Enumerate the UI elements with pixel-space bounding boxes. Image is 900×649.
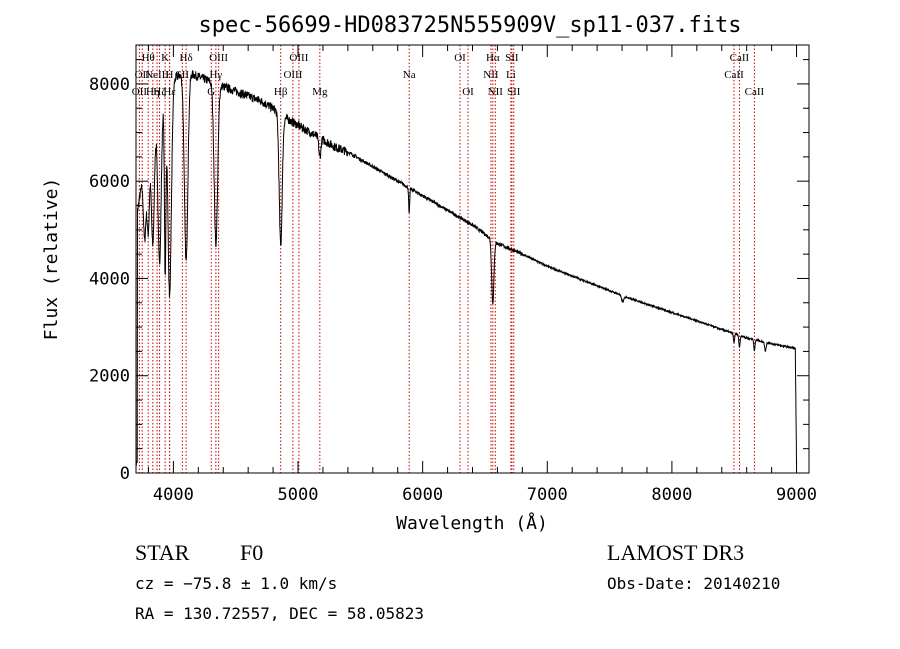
x-tick-label-9000: 9000 (776, 485, 817, 505)
marker-label-23: NII (488, 86, 504, 98)
marker-label-14: Hβ (274, 86, 288, 98)
y-tick-label-2000: 2000 (89, 367, 130, 387)
y-axis: 0 2000 4000 6000 8000 (89, 59, 809, 484)
marker-label-29: CaII (745, 86, 765, 98)
marker-label-7: H (166, 69, 174, 81)
marker-label-4: NeIII (145, 69, 169, 81)
x-axis-label: Wavelength (Å) (396, 512, 548, 534)
x-axis: 4000 5000 6000 7000 8000 9000 (147, 45, 817, 505)
marker-label-16: OIII (289, 52, 308, 64)
marker-labels-layer: OIIOIIHθHηNeIIIHζKHHεSIIHδGHγOIIIHβOIIIO… (132, 52, 765, 98)
y-tick-label-6000: 6000 (89, 172, 130, 192)
marker-label-28: CaII (730, 52, 750, 64)
marker-label-19: OI (454, 52, 466, 64)
marker-label-21: NII (483, 69, 499, 81)
marker-label-1: OII (135, 69, 151, 81)
x-tick-label-8000: 8000 (651, 485, 692, 505)
marker-label-27: CaII (724, 69, 744, 81)
x-tick-label-6000: 6000 (402, 485, 443, 505)
spectrum-line (135, 70, 797, 467)
marker-label-22: Hα (486, 52, 500, 64)
subclass: F0 (240, 540, 263, 565)
object-class: STAR (135, 540, 190, 565)
coordinates: RA = 130.72557, DEC = 58.05823 (135, 604, 424, 623)
marker-label-6: K (161, 52, 169, 64)
marker-label-18: Na (403, 69, 416, 81)
redshift-cz: cz = −75.8 ± 1.0 km/s (135, 574, 337, 593)
marker-label-2: Hθ (142, 52, 155, 64)
y-tick-label-4000: 4000 (89, 269, 130, 289)
marker-label-10: Hδ (180, 52, 193, 64)
y-tick-label-8000: 8000 (89, 75, 130, 95)
survey-name: LAMOST DR3 (607, 540, 744, 565)
marker-label-12: Hγ (209, 69, 222, 81)
marker-label-20: OI (462, 86, 474, 98)
marker-label-3: Hη (146, 86, 160, 98)
marker-label-26: SII (507, 86, 521, 98)
marker-label-24: Li (506, 69, 516, 81)
x-tick-label-7000: 7000 (527, 485, 568, 505)
marker-label-5: Hζ (153, 86, 166, 98)
plot-frame (135, 44, 810, 474)
y-axis-label: Flux (relative) (41, 178, 62, 341)
marker-label-13: OIII (209, 52, 228, 64)
x-tick-label-5000: 5000 (278, 485, 319, 505)
chart-title: spec-56699-HD083725N555909V_sp11-037.fit… (198, 13, 741, 38)
y-tick-label-0: 0 (120, 464, 130, 484)
marker-label-25: SII (505, 52, 519, 64)
obs-date: Obs-Date: 20140210 (607, 574, 780, 593)
marker-label-15: OIII (283, 69, 302, 81)
marker-lines-layer (138, 45, 755, 473)
x-tick-label-4000: 4000 (153, 485, 194, 505)
marker-label-17: Mg (312, 86, 328, 98)
